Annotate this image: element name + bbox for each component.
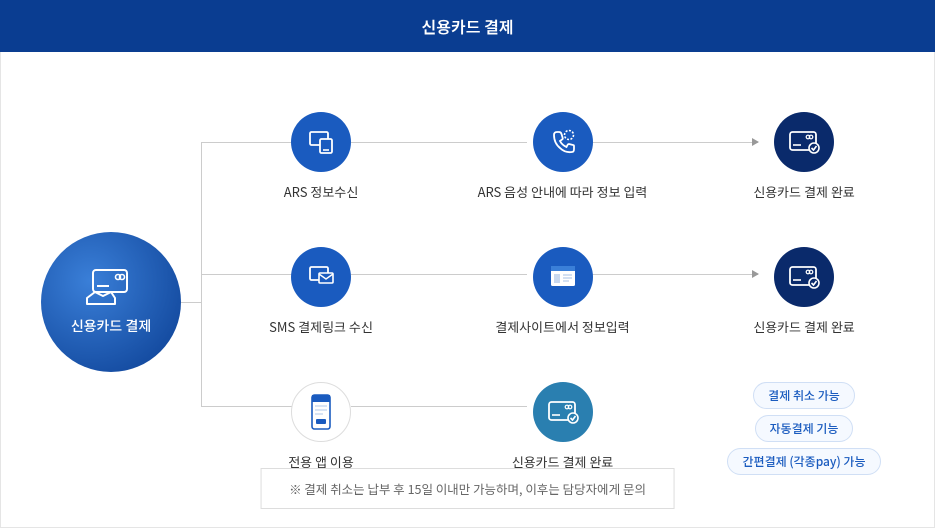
- card-hand-icon: [85, 268, 137, 306]
- flow-row: ARS 정보수신 ARS 음성 안내에 따라 정보 입력 신용카드 결제 완료: [221, 112, 904, 201]
- app-icon: [291, 382, 351, 442]
- flow-step: 신용카드 결제 완료: [704, 112, 904, 201]
- site-icon: [533, 247, 593, 307]
- main-node: 신용카드 결제: [41, 232, 181, 372]
- flow-row: 전용 앱 이용 신용카드 결제 완료 결제 취소 가능 자동결제 기능 간편결제…: [221, 382, 904, 475]
- main-node-label: 신용카드 결제: [71, 316, 151, 336]
- flow-step: 전용 앱 이용: [221, 382, 421, 471]
- flow-step: ARS 정보수신: [221, 112, 421, 201]
- step-label: ARS 정보수신: [284, 182, 358, 201]
- mail-device-icon: [291, 247, 351, 307]
- phone-icon: [533, 112, 593, 172]
- footnote-text: ※ 결제 취소는 납부 후 15일 이내만 가능하며, 이후는 담당자에게 문의: [289, 479, 646, 498]
- feature-pill: 결제 취소 가능: [753, 382, 855, 409]
- header-title: 신용카드 결제: [422, 14, 514, 38]
- card-check-icon: [533, 382, 593, 442]
- device-icon: [291, 112, 351, 172]
- footnote-box: ※ 결제 취소는 납부 후 15일 이내만 가능하며, 이후는 담당자에게 문의: [260, 468, 675, 509]
- rows-container: ARS 정보수신 ARS 음성 안내에 따라 정보 입력 신용카드 결제 완료: [221, 112, 904, 475]
- branch-stem: [179, 302, 201, 303]
- step-label: 신용카드 결제 완료: [753, 317, 855, 336]
- step-label: ARS 음성 안내에 따라 정보 입력: [478, 182, 648, 201]
- flow-step: 신용카드 결제 완료: [463, 382, 663, 471]
- step-label: 신용카드 결제 완료: [753, 182, 855, 201]
- feature-pill: 자동결제 기능: [755, 415, 854, 442]
- diagram-content: 신용카드 결제 ARS 정보수신 ARS 음성 안내에 따라 정보 입력: [0, 52, 935, 528]
- step-label: 결제사이트에서 정보입력: [495, 317, 629, 336]
- step-label: SMS 결제링크 수신: [269, 317, 373, 336]
- card-check-icon: [774, 247, 834, 307]
- flow-row: SMS 결제링크 수신 결제사이트에서 정보입력 신용카드 결제 완료: [221, 247, 904, 336]
- header: 신용카드 결제: [0, 0, 935, 52]
- card-check-icon: [774, 112, 834, 172]
- feature-pill: 간편결제 (각종pay) 가능: [727, 448, 880, 475]
- feature-pills: 결제 취소 가능 자동결제 기능 간편결제 (각종pay) 가능: [704, 382, 904, 475]
- flow-step: 신용카드 결제 완료: [704, 247, 904, 336]
- flow-step: SMS 결제링크 수신: [221, 247, 421, 336]
- flow-step: ARS 음성 안내에 따라 정보 입력: [463, 112, 663, 201]
- flow-step: 결제사이트에서 정보입력: [463, 247, 663, 336]
